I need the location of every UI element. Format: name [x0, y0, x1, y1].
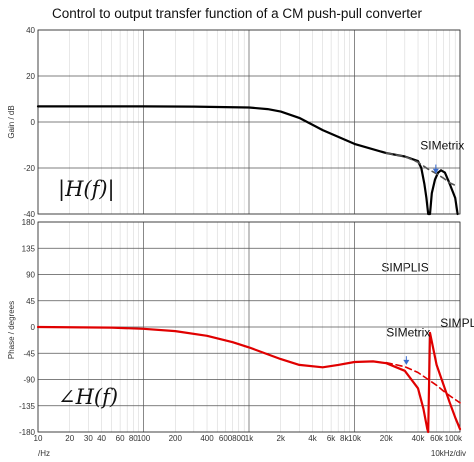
x-tick-label: 80 [129, 434, 138, 443]
phase-inset-label: ∠H(f) [58, 385, 118, 409]
gain-series-simetrix-dashed [385, 152, 459, 188]
x-tick-label: 600 [219, 434, 233, 443]
phase-annotation-simplis: SIMPLIS [440, 316, 474, 330]
x-tick-label: 60k [430, 434, 444, 443]
phase-y-axis-title: Phase / degrees [7, 301, 16, 359]
gain-series-simplis-line [36, 105, 459, 216]
gain-inset-label: |H(f)| [58, 177, 115, 202]
x-tick-label: 10 [34, 434, 43, 443]
phase-y-tick-label: 180 [22, 218, 36, 227]
phase-y-tick-label: 45 [26, 297, 35, 306]
x-tick-label: 4k [308, 434, 317, 443]
phase-y-tick-label: -45 [23, 349, 35, 358]
gain-y-tick-label: -40 [23, 210, 35, 219]
x-tick-label: 60 [116, 434, 125, 443]
x-tick-label: 1k [245, 434, 254, 443]
gain-y-axis-title: Gain / dB [7, 105, 16, 138]
phase-series-simplis-line [36, 325, 462, 434]
phase-plot: 180 135 90 45 0 -45 -90 -135 -180 SIMPLIS SIMetrix… [19, 218, 474, 443]
x-tick-label: 40 [97, 434, 106, 443]
x-tick-label: 800 [232, 434, 246, 443]
x-tick-label: 200 [169, 434, 183, 443]
x-tick-label: 100k [445, 434, 463, 443]
phase-y-tick-label: 0 [31, 323, 36, 332]
phase-y-tick-label: 90 [26, 271, 35, 280]
gain-y-tick-label: 40 [26, 26, 35, 35]
phase-y-tick-label: 135 [22, 244, 36, 253]
x-axis-unit-label: /Hz [38, 449, 50, 458]
phase-y-tick-label: -180 [19, 428, 36, 437]
x-axis-division-label: 10kHz/div [431, 449, 466, 458]
gain-y-tick-label: 0 [31, 118, 36, 127]
x-tick-label: 2k [277, 434, 286, 443]
phase-series-simetrix-dashed [385, 361, 461, 404]
gain-arrow-head [432, 168, 439, 174]
x-tick-label: 30 [84, 434, 93, 443]
x-tick-label: 6k [327, 434, 336, 443]
phase-y-tick-label: -90 [23, 376, 35, 385]
x-tick-label: 20k [380, 434, 394, 443]
x-tick-label: 400 [200, 434, 214, 443]
gain-y-tick-label: 20 [26, 72, 35, 81]
gain-annotation-simetrix: SIMetrix [420, 139, 464, 153]
x-tick-label: 8k [340, 434, 349, 443]
phase-y-tick-label: -135 [19, 402, 36, 411]
x-tick-label: 100 [137, 434, 151, 443]
phase-annotation-simetrix: SIMetrix [386, 325, 430, 339]
gain-plot: 40 20 0 -20 -40 SIMetrix SIMPLIS [23, 26, 464, 275]
phase-arrow-head [403, 359, 410, 365]
chart-title: Control to output transfer function of a… [52, 6, 422, 21]
gain-y-tick-label: -20 [23, 164, 35, 173]
gain-annotation-simplis: SIMPLIS [381, 261, 428, 275]
gain-plot-frame [37, 29, 461, 215]
x-tick-label: 10k [348, 434, 362, 443]
x-tick-label: 20 [65, 434, 74, 443]
x-tick-label: 40k [412, 434, 426, 443]
